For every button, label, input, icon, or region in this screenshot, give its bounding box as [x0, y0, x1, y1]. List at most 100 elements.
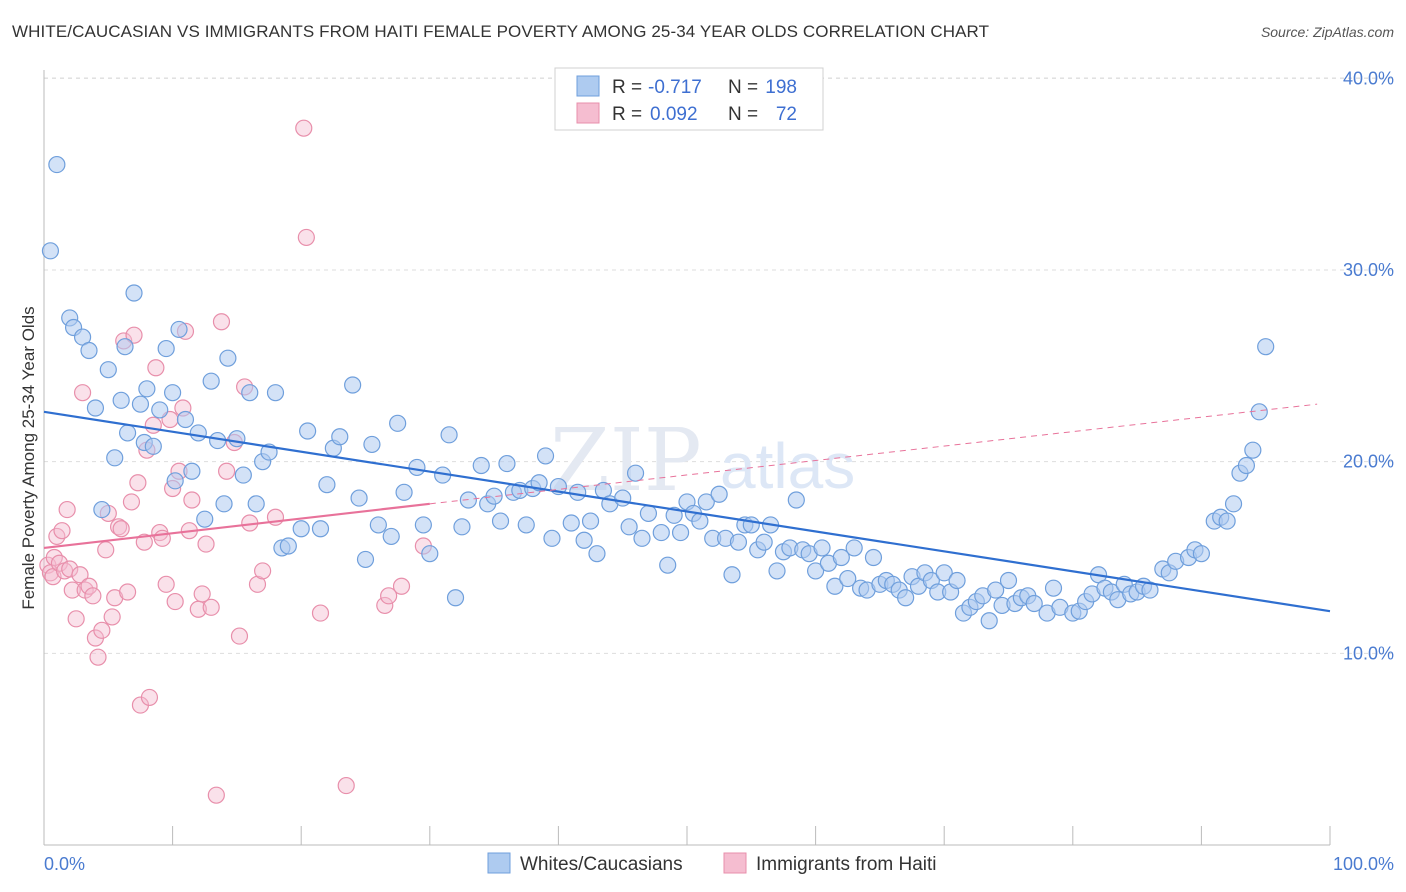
white-point	[665, 506, 683, 524]
white-point	[292, 520, 310, 538]
white-point	[196, 510, 214, 528]
white-point	[639, 504, 658, 523]
white-point	[723, 566, 741, 584]
haiti-point	[135, 533, 153, 551]
watermark-atlas: atlas	[720, 430, 855, 502]
white-point	[350, 489, 368, 507]
white-point	[948, 571, 966, 590]
white-point	[80, 341, 98, 360]
white-point	[176, 410, 195, 429]
white-point	[813, 539, 831, 557]
legend-r-value-haiti: 0.092	[650, 104, 698, 125]
white-point	[1141, 581, 1159, 599]
white-point	[234, 466, 252, 484]
white-point	[897, 589, 915, 607]
white-point	[151, 401, 169, 419]
white-point	[652, 523, 670, 542]
white-point	[157, 339, 175, 358]
white-point	[832, 548, 850, 567]
white-point	[472, 456, 490, 475]
bottom-legend: Whites/Caucasians Immigrants from Haiti	[487, 852, 937, 875]
haiti-point	[144, 416, 162, 434]
white-point	[166, 472, 184, 490]
white-point	[86, 399, 105, 417]
white-point	[48, 155, 66, 174]
haiti-point	[67, 610, 85, 628]
y-tick-labels: 10.0% 20.0% 30.0% 40.0%	[1343, 68, 1394, 663]
haiti-point	[118, 583, 137, 601]
legend-r-label-white: R =	[612, 77, 642, 98]
haiti-point	[230, 627, 249, 645]
haiti-point	[297, 228, 315, 247]
white-point	[517, 516, 535, 534]
white-point	[369, 516, 387, 534]
haiti-point	[93, 621, 111, 639]
legend-n-value-haiti: 72	[776, 104, 797, 125]
white-trendline	[43, 410, 1331, 613]
bottom-legend-swatch-white	[487, 852, 511, 874]
white-point	[118, 424, 137, 442]
haiti-point	[157, 575, 175, 593]
series-white-points	[41, 155, 1275, 630]
white-point	[331, 428, 349, 446]
white-point	[408, 458, 426, 477]
gridlines	[44, 77, 1394, 654]
white-point	[170, 320, 188, 339]
white-point	[311, 520, 330, 538]
haiti-point	[53, 522, 71, 540]
white-point	[864, 548, 883, 567]
white-point	[839, 569, 857, 588]
white-point	[562, 514, 580, 532]
legend-swatch-haiti	[576, 102, 600, 124]
white-point	[144, 437, 162, 455]
white-point	[183, 462, 201, 480]
haiti-point	[140, 688, 159, 707]
white-point	[543, 529, 561, 547]
white-point	[318, 476, 336, 494]
white-point	[99, 361, 117, 379]
haiti-point	[122, 493, 141, 511]
haiti-trendline	[43, 502, 430, 550]
white-point	[697, 493, 715, 511]
white-point	[41, 242, 60, 260]
white-point	[633, 529, 651, 547]
haiti-point	[376, 596, 394, 615]
haiti-point	[112, 520, 130, 538]
haiti-point	[380, 587, 398, 605]
white-point	[112, 391, 130, 409]
haiti-point	[193, 585, 211, 603]
white-point	[421, 545, 439, 563]
haiti-point	[202, 598, 220, 616]
haiti-point	[254, 562, 272, 580]
white-point	[659, 556, 677, 574]
white-point	[485, 487, 503, 505]
source-label: Source: ZipAtlas.com	[1260, 24, 1394, 40]
y-tick-label: 10.0%	[1343, 643, 1394, 663]
legend-n-label-haiti: N =	[728, 104, 758, 125]
white-point	[189, 424, 207, 442]
haiti-point	[84, 587, 102, 605]
white-point	[266, 384, 285, 402]
haiti-point	[80, 577, 98, 595]
chart-title: WHITE/CAUCASIAN VS IMMIGRANTS FROM HAITI…	[12, 22, 990, 41]
y-tick-label: 30.0%	[1343, 260, 1394, 280]
haiti-point	[58, 500, 76, 519]
white-point	[806, 562, 825, 580]
haiti-point	[337, 776, 355, 795]
haiti-point	[197, 535, 215, 553]
white-point	[228, 430, 246, 448]
white-point	[247, 495, 265, 513]
haiti-point	[89, 648, 107, 666]
white-point	[116, 338, 134, 356]
haiti-point	[61, 560, 79, 578]
white-point	[1044, 579, 1063, 597]
white-point	[1218, 512, 1236, 530]
white-point	[1224, 495, 1243, 513]
legend-n-label-white: N =	[728, 77, 758, 98]
bottom-legend-label-haiti: Immigrants from Haiti	[756, 854, 937, 875]
haiti-point	[71, 566, 89, 584]
haiti-point	[97, 541, 115, 559]
white-point	[1257, 338, 1275, 356]
white-point	[202, 372, 220, 390]
